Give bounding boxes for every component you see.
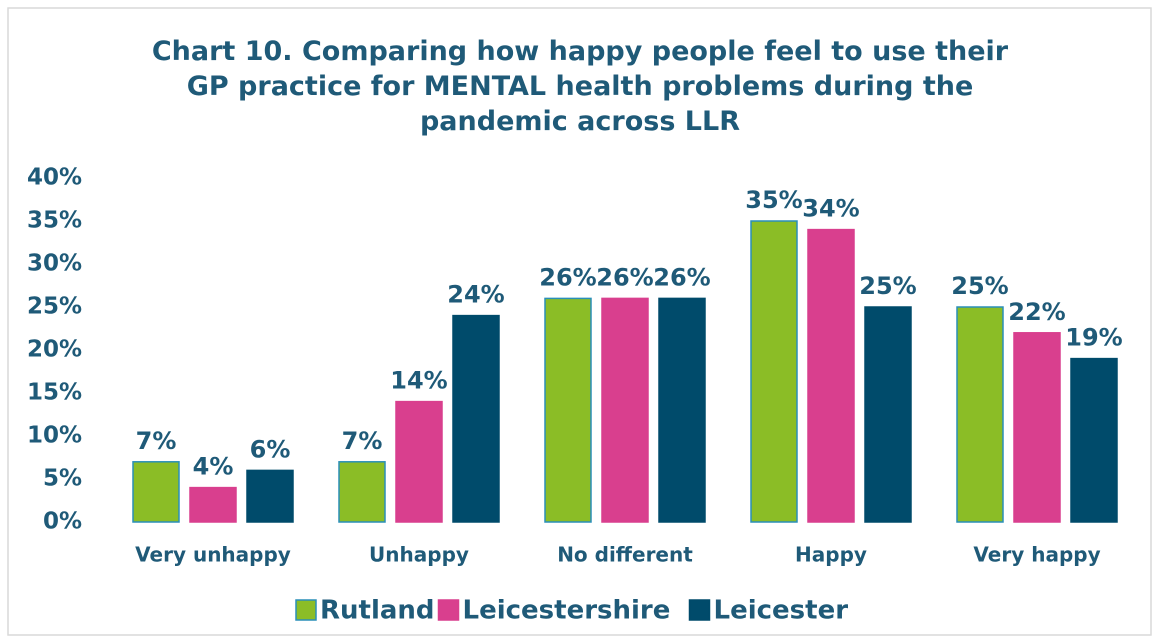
bar [864, 306, 912, 523]
legend-label: Leicestershire [463, 596, 671, 626]
bar [1013, 332, 1061, 523]
legend-swatch [295, 599, 317, 621]
value-label: 34% [802, 195, 859, 223]
value-label: 7% [342, 427, 383, 455]
y-tick-label: 5% [43, 466, 82, 492]
value-label: 19% [1065, 324, 1122, 352]
y-tick-label: 15% [27, 380, 82, 406]
bar [246, 469, 294, 523]
y-tick-label: 30% [27, 251, 82, 277]
bar [658, 297, 706, 523]
y-tick-label: 35% [27, 208, 82, 234]
y-tick-label: 20% [27, 337, 82, 363]
bar [750, 220, 798, 523]
x-tick-label: Very happy [973, 543, 1100, 567]
bar [132, 461, 180, 523]
x-tick-label: Happy [795, 543, 867, 567]
bar [338, 461, 386, 523]
bar [1070, 357, 1118, 523]
bar [395, 400, 443, 523]
bar [807, 228, 855, 523]
value-label: 26% [539, 263, 596, 291]
y-tick-label: 10% [27, 423, 82, 449]
value-label: 4% [193, 453, 234, 481]
bar [956, 306, 1004, 523]
chart-title: Chart 10. Comparing how happy people fee… [151, 36, 1009, 137]
legend-swatch [688, 599, 711, 621]
value-label: 25% [859, 272, 916, 300]
y-tick-label: 0% [43, 509, 82, 535]
legend-label: Leicester [714, 596, 849, 626]
y-tick-label: 25% [27, 294, 82, 320]
value-label: 26% [653, 263, 710, 291]
bar [544, 297, 592, 523]
bar [452, 314, 500, 523]
bar [601, 297, 649, 523]
y-tick-label: 40% [27, 165, 82, 191]
value-label: 7% [136, 427, 177, 455]
value-label: 35% [745, 186, 802, 214]
value-label: 6% [250, 435, 291, 463]
value-label: 26% [596, 263, 653, 291]
value-label: 14% [390, 367, 447, 395]
legend-swatch [437, 599, 460, 621]
value-label: 22% [1008, 298, 1065, 326]
value-label: 24% [447, 281, 504, 309]
x-tick-label: No different [557, 543, 693, 567]
bar [189, 486, 237, 523]
x-tick-label: Unhappy [369, 543, 469, 567]
legend-label: Rutland [320, 596, 435, 626]
x-tick-label: Very unhappy [135, 543, 291, 567]
value-label: 25% [951, 272, 1008, 300]
